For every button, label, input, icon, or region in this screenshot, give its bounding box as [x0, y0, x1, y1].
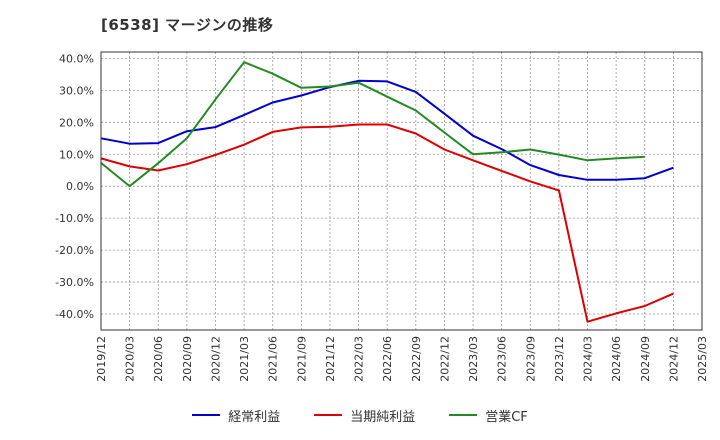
- y-tick-label: 0.0%: [66, 180, 94, 193]
- x-tick-label: 2025/03: [696, 336, 709, 382]
- series-line-1: [100, 79, 674, 181]
- legend-swatch: [192, 414, 221, 416]
- y-tick-label: 30.0%: [59, 84, 94, 97]
- series-line-3: [100, 61, 645, 188]
- grid-lines: [101, 52, 702, 330]
- x-tick-label: 2024/12: [667, 336, 680, 382]
- legend-label: 営業CF: [485, 409, 528, 425]
- y-tick-label: -30.0%: [55, 276, 94, 289]
- legend-swatch: [314, 414, 343, 416]
- y-tick-label: -20.0%: [55, 244, 94, 257]
- x-tick-label: 2020/12: [209, 336, 222, 382]
- legend-item: 当期純利益: [314, 406, 415, 425]
- legend-item: 経常利益: [192, 406, 280, 425]
- legend-label: 経常利益: [228, 409, 281, 425]
- legend-label: 当期純利益: [350, 409, 416, 425]
- y-tick-label: 10.0%: [59, 148, 94, 161]
- x-tick-label: 2019/12: [95, 336, 108, 382]
- x-tick-label: 2022/12: [438, 336, 451, 382]
- x-tick-label: 2021/03: [238, 336, 251, 382]
- x-tick-label: 2022/06: [381, 336, 394, 382]
- x-tick-label: 2020/09: [181, 336, 194, 382]
- y-tick-label: -10.0%: [55, 212, 94, 225]
- chart-title: [6538] マージンの推移: [101, 16, 274, 34]
- x-tick-label: 2023/03: [467, 336, 480, 382]
- x-tick-label: 2024/09: [639, 336, 652, 382]
- x-tick-label: 2023/09: [524, 336, 537, 382]
- legend-swatch: [449, 414, 478, 416]
- y-axis: 40.0% 30.0% 20.0% 10.0% 0.0% -10.0% -20.0% -30.…: [55, 52, 94, 321]
- x-tick-label: 2021/12: [324, 336, 337, 382]
- x-tick-label: 2023/06: [496, 336, 509, 382]
- legend: 経常利益 当期純利益 営業CF: [0, 403, 720, 427]
- y-tick-label: 40.0%: [59, 52, 94, 65]
- x-tick-label: 2020/06: [152, 336, 165, 382]
- x-tick-label: 2021/09: [295, 336, 308, 382]
- legend-item: 営業CF: [449, 406, 528, 425]
- x-tick-label: 2023/12: [553, 336, 566, 382]
- series-lines: [100, 61, 674, 323]
- x-tick-label: 2024/03: [582, 336, 595, 382]
- x-tick-label: 2020/03: [124, 336, 137, 382]
- x-axis: 2019/12 2020/03 2020/06 2020/09 2020/12 2021/…: [95, 336, 709, 382]
- plot-frame: [100, 51, 703, 331]
- x-tick-label: 2024/06: [610, 336, 623, 382]
- y-tick-label: -40.0%: [55, 308, 94, 321]
- x-tick-label: 2022/03: [353, 336, 366, 382]
- series-line-2: [100, 123, 674, 323]
- x-tick-label: 2021/06: [267, 336, 280, 382]
- y-tick-label: 20.0%: [59, 116, 94, 129]
- x-tick-label: 2022/09: [410, 336, 423, 382]
